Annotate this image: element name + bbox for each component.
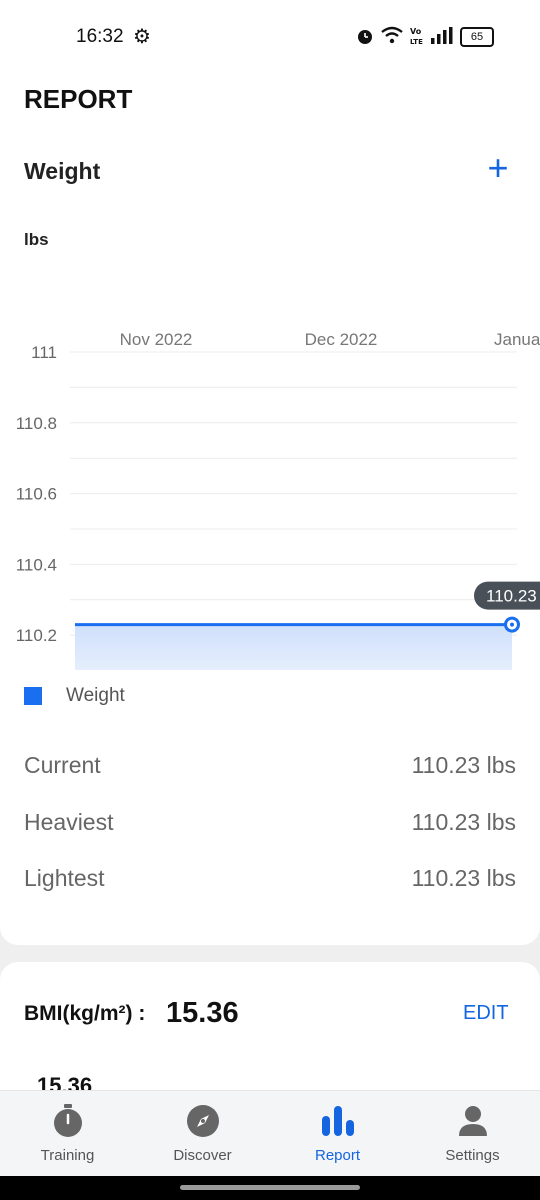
- gesture-handle[interactable]: [180, 1185, 360, 1190]
- stat-row-current: Current 110.23 lbs: [24, 752, 516, 779]
- nav-report[interactable]: Report: [270, 1091, 405, 1177]
- weight-card: REPORT Weight + lbs 111 110.8 110.6 110.4 11…: [0, 70, 540, 945]
- signal-icon: [431, 27, 453, 44]
- edit-bmi-button[interactable]: EDIT: [463, 1002, 509, 1024]
- nav-label: Training: [40, 1147, 95, 1164]
- month-label: Janua: [494, 330, 540, 349]
- stat-value: 110.23 lbs: [411, 865, 516, 891]
- legend-label: Weight: [66, 685, 125, 706]
- person-icon: [458, 1106, 487, 1136]
- page-title: REPORT: [24, 84, 133, 114]
- stat-row-heaviest: Heaviest 110.23 lbs: [24, 809, 516, 836]
- nav-label: Report: [314, 1147, 361, 1164]
- stat-value: 110.23 lbs: [411, 752, 516, 778]
- nav-discover[interactable]: Discover: [135, 1091, 270, 1177]
- month-label: Dec 2022: [305, 330, 378, 349]
- battery-level: 65: [470, 31, 484, 43]
- weight-point-center: [510, 622, 514, 627]
- stat-label: Heaviest: [24, 809, 114, 835]
- y-tick-label: 110.8: [16, 414, 57, 433]
- status-time: 16:32: [76, 26, 124, 47]
- chart-legend: Weight: [24, 685, 125, 707]
- bottom-nav: Training Discover Report Settings: [0, 1090, 540, 1177]
- y-tick-label: 110.2: [16, 626, 57, 645]
- y-tick-label: 110.4: [16, 555, 57, 574]
- bmi-label: BMI(kg/m²) :: [24, 1002, 146, 1025]
- stopwatch-icon: [53, 1104, 82, 1137]
- bar-chart-icon: [321, 1106, 354, 1136]
- month-label: Nov 2022: [120, 330, 193, 349]
- weight-section-title: Weight: [24, 158, 101, 184]
- legend-swatch: [24, 687, 42, 705]
- stat-value: 110.23 lbs: [411, 809, 516, 835]
- compass-icon: [186, 1105, 219, 1137]
- gesture-bar: [0, 1176, 540, 1200]
- alarm-icon: [358, 30, 372, 44]
- volte-icon: Vo LTE: [410, 27, 423, 46]
- svg-text:LTE: LTE: [410, 38, 423, 46]
- bmi-value: 15.36: [166, 997, 239, 1029]
- status-bar: 16:32 ⚙ Vo LTE 65: [0, 0, 540, 70]
- gear-icon: ⚙: [133, 26, 151, 48]
- stat-label: Lightest: [24, 865, 105, 891]
- nav-training[interactable]: Training: [0, 1091, 135, 1177]
- chart-unit-label: lbs: [24, 230, 49, 249]
- add-weight-button[interactable]: +: [480, 150, 516, 186]
- y-tick-label: 111: [31, 343, 57, 362]
- tooltip-value: 110.23: [486, 587, 537, 606]
- nav-settings[interactable]: Settings: [405, 1091, 540, 1177]
- weight-area: [75, 624, 512, 670]
- svg-text:Vo: Vo: [410, 27, 422, 36]
- y-tick-label: 110.6: [16, 485, 57, 504]
- wifi-icon: [381, 26, 403, 44]
- stat-row-lightest: Lightest 110.23 lbs: [24, 865, 516, 892]
- plus-icon: +: [487, 147, 509, 188]
- nav-label: Discover: [173, 1147, 232, 1164]
- battery-icon: 65: [460, 27, 494, 47]
- nav-label: Settings: [445, 1147, 500, 1164]
- value-tooltip: [474, 581, 540, 610]
- stat-label: Current: [24, 752, 101, 778]
